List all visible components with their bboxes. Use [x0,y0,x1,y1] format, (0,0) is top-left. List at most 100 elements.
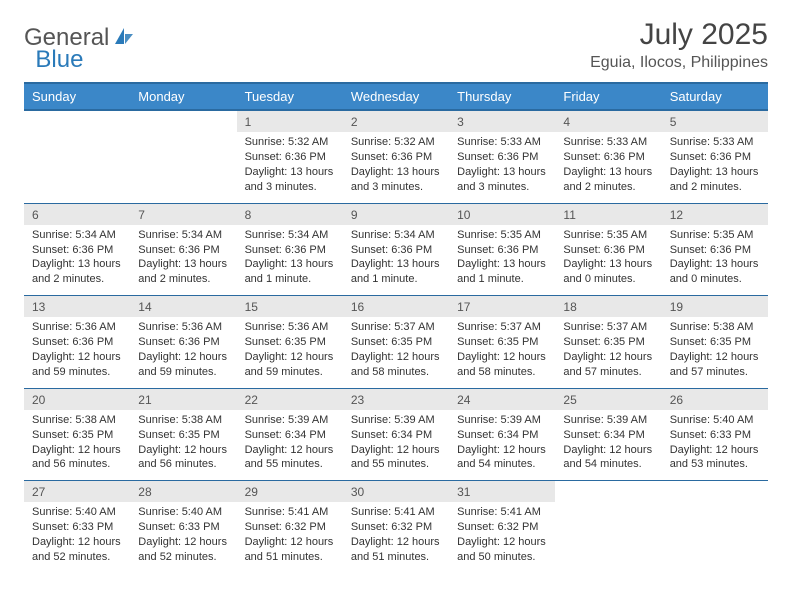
day-number: 20 [24,389,130,410]
daylight-line: Daylight: 12 hours and 52 minutes. [32,535,122,565]
daylight-line: Daylight: 12 hours and 55 minutes. [351,443,441,473]
day-body: Sunrise: 5:36 AMSunset: 6:36 PMDaylight:… [130,317,236,387]
daylight-line: Daylight: 13 hours and 1 minute. [457,257,547,287]
day-body: Sunrise: 5:39 AMSunset: 6:34 PMDaylight:… [237,410,343,480]
day-number: 14 [130,296,236,317]
sunset-line: Sunset: 6:33 PM [138,520,228,535]
calendar-cell: 30Sunrise: 5:41 AMSunset: 6:32 PMDayligh… [343,481,449,573]
calendar-cell: 3Sunrise: 5:33 AMSunset: 6:36 PMDaylight… [449,111,555,203]
daylight-line: Daylight: 12 hours and 56 minutes. [32,443,122,473]
sunset-line: Sunset: 6:33 PM [670,428,760,443]
day-number: 30 [343,481,449,502]
day-body: Sunrise: 5:34 AMSunset: 6:36 PMDaylight:… [24,225,130,295]
day-number: 8 [237,204,343,225]
sunset-line: Sunset: 6:35 PM [351,335,441,350]
sunrise-line: Sunrise: 5:41 AM [245,505,335,520]
weekday-label: Tuesday [237,84,343,109]
day-body: Sunrise: 5:34 AMSunset: 6:36 PMDaylight:… [343,225,449,295]
daylight-line: Daylight: 12 hours and 59 minutes. [245,350,335,380]
sunset-line: Sunset: 6:34 PM [245,428,335,443]
sunrise-line: Sunrise: 5:38 AM [138,413,228,428]
calendar-cell: 7 Sunrise: 5:34 AMSunset: 6:36 PMDaylight… [130,204,236,296]
day-body: Sunrise: 5:41 AMSunset: 6:32 PMDaylight:… [449,502,555,572]
day-body: Sunrise: 5:34 AMSunset: 6:36 PMDaylight:… [237,225,343,295]
day-number: 11 [555,204,661,225]
calendar-cell: .. [662,481,768,573]
day-body: Sunrise: 5:33 AMSunset: 6:36 PMDaylight:… [555,132,661,202]
sunrise-line: Sunrise: 5:39 AM [245,413,335,428]
sunrise-line: Sunrise: 5:36 AM [245,320,335,335]
sunset-line: Sunset: 6:35 PM [138,428,228,443]
day-number: 15 [237,296,343,317]
sunset-line: Sunset: 6:35 PM [563,335,653,350]
day-body: Sunrise: 5:41 AMSunset: 6:32 PMDaylight:… [343,502,449,572]
sunrise-line: Sunrise: 5:33 AM [563,135,653,150]
sunset-line: Sunset: 6:36 PM [351,243,441,258]
sunrise-line: Sunrise: 5:40 AM [32,505,122,520]
weekday-label: Monday [130,84,236,109]
sail-icon [113,26,135,51]
daylight-line: Daylight: 12 hours and 58 minutes. [351,350,441,380]
sunset-line: Sunset: 6:36 PM [351,150,441,165]
sunrise-line: Sunrise: 5:38 AM [670,320,760,335]
day-body: Sunrise: 5:39 AMSunset: 6:34 PMDaylight:… [449,410,555,480]
sunset-line: Sunset: 6:36 PM [670,243,760,258]
calendar-cell: 12Sunrise: 5:35 AMSunset: 6:36 PMDayligh… [662,204,768,296]
sunset-line: Sunset: 6:33 PM [32,520,122,535]
sunrise-line: Sunrise: 5:33 AM [670,135,760,150]
daylight-line: Daylight: 12 hours and 58 minutes. [457,350,547,380]
day-body: Sunrise: 5:33 AMSunset: 6:36 PMDaylight:… [662,132,768,202]
day-number: 27 [24,481,130,502]
weekday-header: SundayMondayTuesdayWednesdayThursdayFrid… [24,82,768,111]
sunset-line: Sunset: 6:34 PM [457,428,547,443]
day-number: 18 [555,296,661,317]
day-body: Sunrise: 5:38 AMSunset: 6:35 PMDaylight:… [130,410,236,480]
day-body: Sunrise: 5:36 AMSunset: 6:36 PMDaylight:… [24,317,130,387]
daylight-line: Daylight: 13 hours and 2 minutes. [138,257,228,287]
sunset-line: Sunset: 6:36 PM [563,243,653,258]
sunset-line: Sunset: 6:36 PM [245,150,335,165]
sunset-line: Sunset: 6:36 PM [138,243,228,258]
daylight-line: Daylight: 12 hours and 57 minutes. [563,350,653,380]
calendar-cell: 31Sunrise: 5:41 AMSunset: 6:32 PMDayligh… [449,481,555,573]
daylight-line: Daylight: 12 hours and 51 minutes. [245,535,335,565]
daylight-line: Daylight: 12 hours and 59 minutes. [32,350,122,380]
sunrise-line: Sunrise: 5:34 AM [138,228,228,243]
day-number: 10 [449,204,555,225]
calendar-row: ....1Sunrise: 5:32 AMSunset: 6:36 PMDayl… [24,111,768,204]
day-number: 22 [237,389,343,410]
sunset-line: Sunset: 6:32 PM [351,520,441,535]
weekday-label: Wednesday [343,84,449,109]
sunset-line: Sunset: 6:36 PM [563,150,653,165]
calendar-cell: 29Sunrise: 5:41 AMSunset: 6:32 PMDayligh… [237,481,343,573]
day-body: Sunrise: 5:39 AMSunset: 6:34 PMDaylight:… [555,410,661,480]
weekday-label: Sunday [24,84,130,109]
day-number: 16 [343,296,449,317]
calendar-cell: 13Sunrise: 5:36 AMSunset: 6:36 PMDayligh… [24,296,130,388]
sunset-line: Sunset: 6:34 PM [351,428,441,443]
daylight-line: Daylight: 13 hours and 0 minutes. [563,257,653,287]
calendar-row: 13Sunrise: 5:36 AMSunset: 6:36 PMDayligh… [24,296,768,389]
daylight-line: Daylight: 12 hours and 51 minutes. [351,535,441,565]
calendar-cell: 20Sunrise: 5:38 AMSunset: 6:35 PMDayligh… [24,389,130,481]
weekday-label: Saturday [662,84,768,109]
day-body: Sunrise: 5:38 AMSunset: 6:35 PMDaylight:… [24,410,130,480]
sunrise-line: Sunrise: 5:35 AM [457,228,547,243]
calendar-cell: 19Sunrise: 5:38 AMSunset: 6:35 PMDayligh… [662,296,768,388]
sunset-line: Sunset: 6:35 PM [32,428,122,443]
sunrise-line: Sunrise: 5:40 AM [670,413,760,428]
sunrise-line: Sunrise: 5:37 AM [563,320,653,335]
sunrise-line: Sunrise: 5:35 AM [670,228,760,243]
calendar-row: 20Sunrise: 5:38 AMSunset: 6:35 PMDayligh… [24,389,768,482]
sunrise-line: Sunrise: 5:39 AM [563,413,653,428]
calendar-cell: 15 Sunrise: 5:36 AMSunset: 6:35 PMDayligh… [237,296,343,388]
calendar-cell: 11Sunrise: 5:35 AMSunset: 6:36 PMDayligh… [555,204,661,296]
calendar-cell: 21Sunrise: 5:38 AMSunset: 6:35 PMDayligh… [130,389,236,481]
location-text: Eguia, Ilocos, Philippines [590,54,768,72]
daylight-line: Daylight: 13 hours and 3 minutes. [245,165,335,195]
sunset-line: Sunset: 6:35 PM [245,335,335,350]
calendar-cell: 10Sunrise: 5:35 AMSunset: 6:36 PMDayligh… [449,204,555,296]
daylight-line: Daylight: 13 hours and 1 minute. [245,257,335,287]
daylight-line: Daylight: 12 hours and 54 minutes. [457,443,547,473]
day-number: 7 [130,204,236,225]
